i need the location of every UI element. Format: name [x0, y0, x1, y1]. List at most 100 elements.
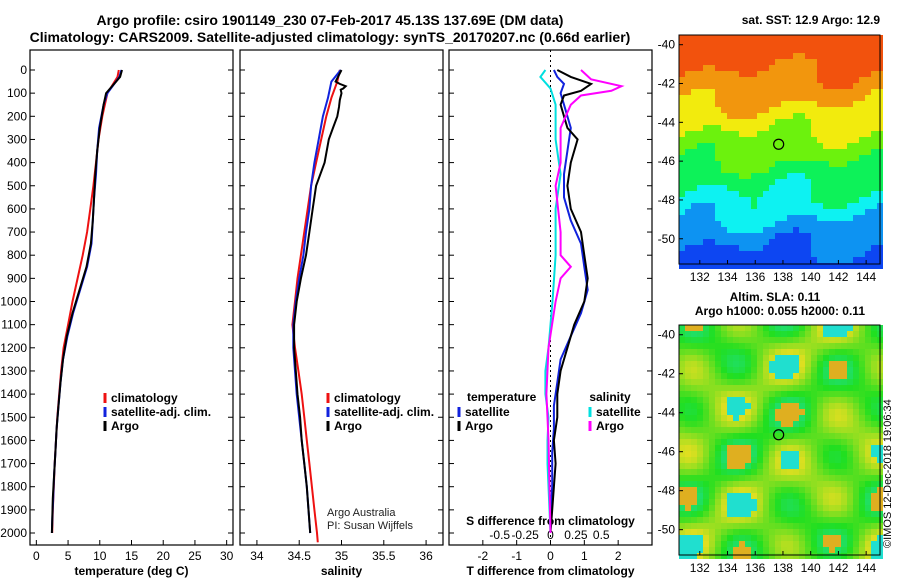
sla-map-cell — [745, 517, 751, 523]
sla-map-cell — [769, 457, 775, 463]
sst-map-cell — [859, 209, 865, 215]
sst-map-cell — [679, 95, 685, 101]
sst-map-cell — [733, 239, 739, 245]
sla-map-cell — [829, 463, 835, 469]
sst-map-cell — [805, 107, 811, 113]
sst-map-cell — [685, 101, 691, 107]
sst-map-cell — [787, 161, 793, 167]
sla-map-cell — [781, 463, 787, 469]
sst-map-cell — [847, 125, 853, 131]
sla-map-cell — [835, 343, 841, 349]
sla-map-cell — [805, 421, 811, 427]
sla-map-cell — [835, 421, 841, 427]
sla-map-cell — [745, 451, 751, 457]
sla-map-cell — [859, 367, 865, 373]
sla-map-cell — [715, 517, 721, 523]
sst-map-cell — [733, 71, 739, 77]
sla-map-cell — [793, 331, 799, 337]
sla-map-cell — [775, 523, 781, 529]
sst-map-cell — [715, 89, 721, 95]
sla-map-cell — [805, 493, 811, 499]
sla-map-cell — [823, 511, 829, 517]
sst-map-cell — [841, 125, 847, 131]
sla-map-cell — [703, 469, 709, 475]
sla-map-cell — [853, 535, 859, 541]
temperature-xtick-label: 15 — [125, 549, 139, 563]
sst-map-cell — [787, 155, 793, 161]
sla-map-cell — [853, 325, 859, 331]
sla-map-cell — [793, 433, 799, 439]
sst-map-cell — [775, 53, 781, 59]
sla-map-cell — [871, 529, 877, 535]
sla-map-cell — [865, 403, 871, 409]
sst-map-cell — [775, 95, 781, 101]
difference-series-argo-salinity — [545, 69, 625, 534]
sst-map-cell — [829, 65, 835, 71]
sla-map-cell — [733, 511, 739, 517]
sst-map-cell — [775, 41, 781, 47]
sla-map-cell — [703, 427, 709, 433]
sla-map-cell — [697, 499, 703, 505]
sla-map-cell — [751, 499, 757, 505]
sla-map-cell — [769, 475, 775, 481]
sst-map-cell — [745, 233, 751, 239]
sst-map-cell — [859, 257, 865, 263]
sst-map-cell — [859, 95, 865, 101]
sla-map-cell — [721, 505, 727, 511]
sla-map-cell — [793, 367, 799, 373]
sst-map-cell — [865, 65, 871, 71]
sst-map-cell — [793, 107, 799, 113]
sla-map-cell — [697, 451, 703, 457]
sla-map-cell — [709, 451, 715, 457]
sst-map-cell — [841, 179, 847, 185]
sla-map-cell — [787, 457, 793, 463]
sst-map-cell — [745, 53, 751, 59]
sst-map-cell — [751, 215, 757, 221]
sst-map-cell — [721, 251, 727, 257]
sla-map-cell — [769, 493, 775, 499]
sst-map-cell — [829, 119, 835, 125]
sst-map-cell — [841, 167, 847, 173]
sst-map-cell — [739, 89, 745, 95]
sst-map-cell — [697, 161, 703, 167]
sst-map-cell — [703, 227, 709, 233]
sst-map-cell — [721, 77, 727, 83]
sla-map-cell — [871, 325, 877, 331]
sst-map-cell — [733, 233, 739, 239]
sla-map-cell — [775, 463, 781, 469]
sla-map-cell — [829, 475, 835, 481]
sst-map-cell — [829, 221, 835, 227]
sla-map-cell — [709, 445, 715, 451]
sla-map-cell — [793, 325, 799, 331]
sla-map-cell — [715, 343, 721, 349]
sla-map-cell — [865, 385, 871, 391]
sst-map-cell — [835, 167, 841, 173]
sst-map-cell — [835, 35, 841, 41]
sst-map-cell — [733, 221, 739, 227]
sst-map-cell — [811, 77, 817, 83]
sst-map-cell — [853, 209, 859, 215]
sla-map-cell — [799, 361, 805, 367]
sst-map-cell — [817, 203, 823, 209]
sst-map-cell — [823, 155, 829, 161]
sla-map-cell — [691, 415, 697, 421]
sst-map-cell — [793, 47, 799, 53]
sla-map-cell — [787, 349, 793, 355]
sst-map-cell — [841, 215, 847, 221]
sst-map-cell — [739, 83, 745, 89]
sla-map-cell — [691, 343, 697, 349]
sst-map-cell — [739, 143, 745, 149]
figure-title-line2: Climatology: CARS2009. Satellite-adjuste… — [29, 29, 631, 45]
sla-map-cell — [679, 379, 685, 385]
sst-map-cell — [787, 227, 793, 233]
sst-map-cell — [841, 47, 847, 53]
sla-map-cell — [847, 493, 853, 499]
sst-map-cell — [799, 113, 805, 119]
sla-map-cell — [781, 439, 787, 445]
sst-map-cell — [865, 155, 871, 161]
sla-map-cell — [769, 403, 775, 409]
sst-map-cell — [769, 59, 775, 65]
sla-map-cell — [847, 409, 853, 415]
sst-map-cell — [817, 233, 823, 239]
sla-map-cell — [823, 451, 829, 457]
